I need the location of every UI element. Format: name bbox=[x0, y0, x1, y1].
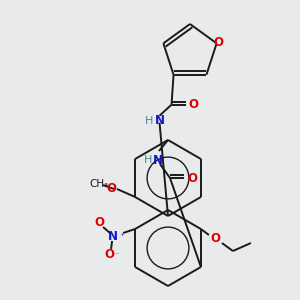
Text: O: O bbox=[106, 182, 116, 196]
Text: ⁺: ⁺ bbox=[120, 232, 124, 241]
Text: N: N bbox=[153, 154, 163, 166]
Text: N: N bbox=[154, 114, 164, 127]
Text: ₃: ₃ bbox=[103, 179, 107, 189]
Text: H: H bbox=[144, 155, 152, 165]
Text: O: O bbox=[214, 36, 224, 49]
Text: CH: CH bbox=[89, 179, 105, 189]
Text: O: O bbox=[188, 98, 199, 111]
Text: ⁻: ⁻ bbox=[115, 250, 119, 260]
Text: O: O bbox=[94, 217, 104, 230]
Text: O: O bbox=[104, 248, 114, 262]
Text: O: O bbox=[210, 232, 220, 245]
Text: N: N bbox=[108, 230, 118, 244]
Text: O: O bbox=[187, 172, 197, 184]
Text: H: H bbox=[146, 116, 154, 126]
